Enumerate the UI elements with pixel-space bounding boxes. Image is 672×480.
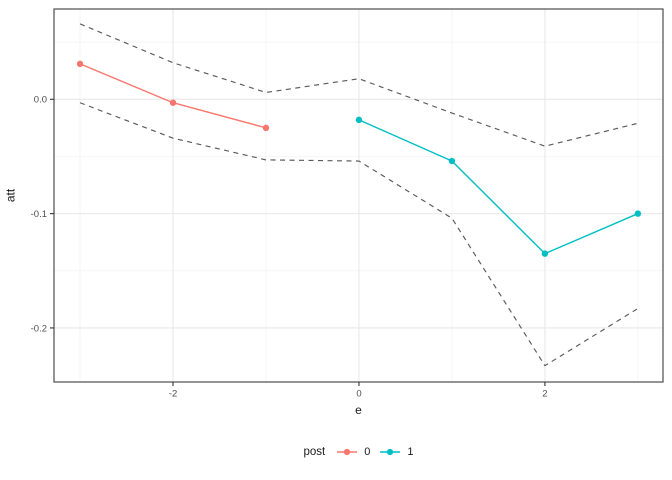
legend-item-1: 1: [379, 446, 414, 458]
x-axis-title: e: [355, 403, 362, 417]
series-line-post-1: [358, 119, 639, 255]
data-point-post-0: [169, 99, 177, 106]
data-point-post-1: [355, 116, 363, 124]
x-tick-label: -2: [169, 389, 177, 400]
data-point-post-0: [262, 124, 270, 132]
data-point-post-1: [541, 250, 549, 257]
data-point-post-1: [634, 210, 642, 217]
y-axis-title: att: [3, 188, 18, 203]
y-tick-label: 0.0: [34, 95, 47, 106]
series-line-ci-lower: [79, 102, 639, 367]
y-tick-label: -0.2: [31, 323, 47, 334]
data-point-post-0: [76, 60, 84, 68]
legend-label-0: 0: [364, 446, 371, 458]
legend-title: post: [303, 446, 326, 458]
x-tick-label: 0: [356, 389, 361, 400]
y-tick-label: -0.1: [31, 209, 47, 220]
legend: post 0 1: [54, 441, 663, 463]
legend-label-1: 1: [407, 446, 414, 458]
legend-key-line-dot-icon-1: [379, 446, 401, 458]
x-tick-label: 2: [542, 389, 547, 400]
data-point-post-1: [448, 157, 456, 165]
legend-key-line-dot-icon-0: [336, 446, 358, 458]
legend-item-0: 0: [336, 446, 370, 458]
